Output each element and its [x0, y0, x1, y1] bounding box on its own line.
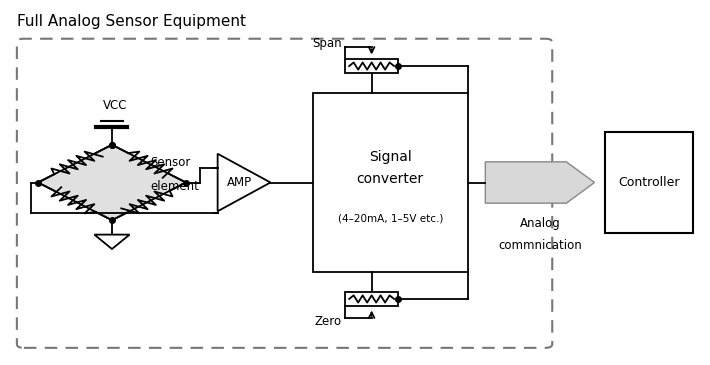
FancyBboxPatch shape: [345, 292, 398, 306]
Text: VCC: VCC: [103, 99, 128, 112]
FancyArrow shape: [486, 162, 594, 203]
Polygon shape: [218, 154, 271, 211]
FancyBboxPatch shape: [605, 132, 693, 233]
Text: Span: Span: [312, 36, 342, 50]
Text: (4–20mA, 1–5V etc.): (4–20mA, 1–5V etc.): [337, 214, 443, 223]
Text: Signal: Signal: [369, 150, 412, 164]
Text: commnication: commnication: [498, 239, 581, 252]
FancyBboxPatch shape: [345, 59, 398, 73]
Polygon shape: [94, 235, 130, 249]
Text: Sensor: Sensor: [151, 156, 191, 169]
Text: AMP: AMP: [227, 176, 252, 189]
Text: Controller: Controller: [618, 176, 680, 189]
Text: Full Analog Sensor Equipment: Full Analog Sensor Equipment: [17, 14, 246, 28]
Polygon shape: [38, 145, 186, 220]
FancyBboxPatch shape: [312, 93, 468, 272]
Text: Analog: Analog: [520, 217, 560, 230]
Text: Zero: Zero: [315, 315, 342, 328]
Text: element: element: [151, 180, 200, 193]
Text: converter: converter: [356, 172, 424, 186]
